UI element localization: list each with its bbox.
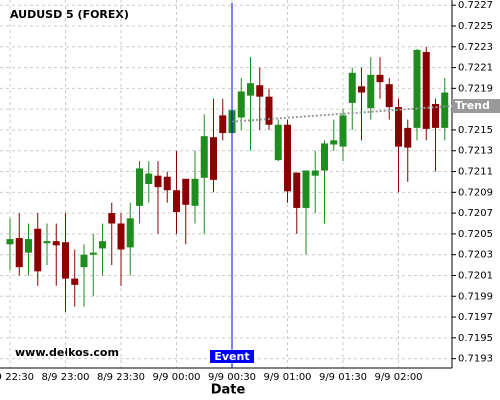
candle-body	[117, 223, 125, 250]
candle-body	[339, 115, 347, 147]
watermark: www.delkos.com	[15, 346, 119, 359]
x-tick-label: 9/9 00:30	[208, 372, 256, 383]
candle-body	[348, 72, 356, 103]
y-tick-label: 0.7197	[458, 312, 493, 323]
candle-body	[126, 218, 134, 248]
y-tick-label: 0.7195	[458, 333, 493, 344]
candle-body	[136, 168, 143, 206]
candle-body	[321, 143, 328, 171]
candle-body	[99, 241, 106, 249]
y-tick-label: 0.7205	[458, 229, 493, 240]
candle-body	[284, 124, 291, 192]
candle-body	[52, 241, 60, 246]
y-tick-label: 0.7213	[458, 146, 493, 157]
candle-body	[34, 228, 42, 272]
candle-body	[200, 136, 208, 178]
candle-body	[25, 239, 32, 253]
chart-title: AUDUSD 5 (FOREX)	[10, 8, 129, 21]
candle-body	[265, 96, 273, 125]
y-tick-label: 0.7209	[458, 187, 493, 198]
x-axis-label: Date	[211, 383, 246, 398]
candle-body	[256, 85, 264, 97]
candle-body	[367, 74, 375, 109]
y-tick-label: 0.7201	[458, 270, 493, 281]
candle-body	[163, 176, 171, 191]
candle-body	[441, 92, 449, 128]
event-label-box	[210, 350, 254, 363]
candle-body	[395, 107, 402, 147]
candle-body	[413, 49, 421, 128]
y-tick-label: 0.7221	[458, 63, 493, 74]
candle-body	[210, 137, 217, 180]
candle-body	[43, 241, 51, 244]
y-tick-label: 0.7203	[458, 250, 493, 261]
candle-body	[182, 178, 190, 205]
candle-body	[311, 170, 319, 176]
candle-body	[358, 86, 365, 93]
y-tick-label: 0.7227	[458, 0, 493, 11]
x-tick-label: 8/9 23:30	[97, 372, 145, 383]
y-tick-label: 0.7225	[458, 21, 493, 32]
trend-label-box	[452, 99, 500, 114]
candle-body	[237, 91, 245, 118]
candle-body	[293, 172, 301, 208]
x-tick-label: 9/9 01:00	[263, 372, 311, 383]
candle-body	[89, 252, 97, 255]
candle-body	[422, 51, 430, 129]
candle-body	[71, 278, 79, 285]
x-tick-label: 9/9 02:00	[374, 372, 422, 383]
candle-body	[62, 242, 69, 279]
candle-body	[376, 74, 384, 83]
candle-body	[404, 127, 412, 148]
y-tick-label: 0.7199	[458, 291, 493, 302]
candle-body	[80, 254, 88, 268]
candle-body	[191, 178, 199, 206]
x-tick-label: 8/9 22:30	[0, 372, 34, 383]
y-tick-label: 0.7215	[458, 125, 493, 136]
candle-body	[247, 83, 254, 96]
candle-body	[219, 115, 227, 134]
y-tick-label: 0.7193	[458, 354, 493, 365]
candle-body	[108, 213, 116, 224]
trend-label: Trend	[455, 99, 490, 112]
y-tick-label: 0.7219	[458, 83, 493, 94]
candle-body	[6, 239, 14, 245]
trend-line	[231, 105, 453, 123]
y-tick-label: 0.7211	[458, 167, 493, 178]
x-tick-label: 9/9 00:00	[152, 372, 200, 383]
candle-body	[432, 103, 439, 128]
event-label: Event	[214, 350, 249, 363]
candle-body	[145, 173, 153, 184]
candle-body	[302, 170, 310, 208]
candle-body	[330, 140, 338, 145]
candle-body	[15, 238, 23, 268]
y-tick-label: 0.7207	[458, 208, 493, 219]
x-tick-label: 9/9 01:30	[319, 372, 367, 383]
candle-body	[154, 175, 162, 188]
x-tick-label: 8/9 23:00	[41, 372, 89, 383]
candle-body	[274, 124, 282, 161]
y-tick-label: 0.7223	[458, 42, 493, 53]
candle-body	[385, 84, 393, 108]
candle-body	[173, 190, 180, 213]
